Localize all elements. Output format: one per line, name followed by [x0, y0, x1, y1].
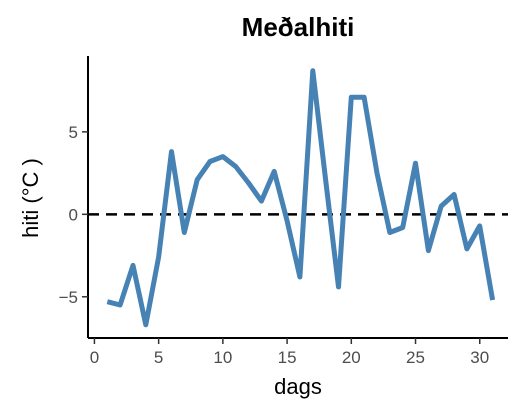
x-tick-label: 10: [213, 348, 232, 367]
y-tick-label: 5: [69, 123, 78, 142]
x-tick-label: 20: [342, 348, 361, 367]
series-line-mean-temperature: [106, 68, 496, 328]
x-tick-label: 0: [90, 348, 99, 367]
x-axis-title: dags: [274, 374, 322, 399]
x-tick-label: 5: [154, 348, 163, 367]
x-tick-label: 15: [278, 348, 297, 367]
x-tick-label: 30: [470, 348, 489, 367]
x-tick-label: 25: [406, 348, 425, 367]
y-axis-title: hiti (°C ): [18, 158, 43, 238]
y-axis-ticks: −5 0 5: [59, 123, 88, 307]
y-tick-label: −5: [59, 288, 78, 307]
y-tick-label: 0: [69, 205, 78, 224]
plot-area: [88, 68, 508, 328]
chart-title: Meðalhiti: [242, 12, 355, 42]
x-axis-ticks: 0 5 10 15 20 25 30: [90, 338, 489, 367]
